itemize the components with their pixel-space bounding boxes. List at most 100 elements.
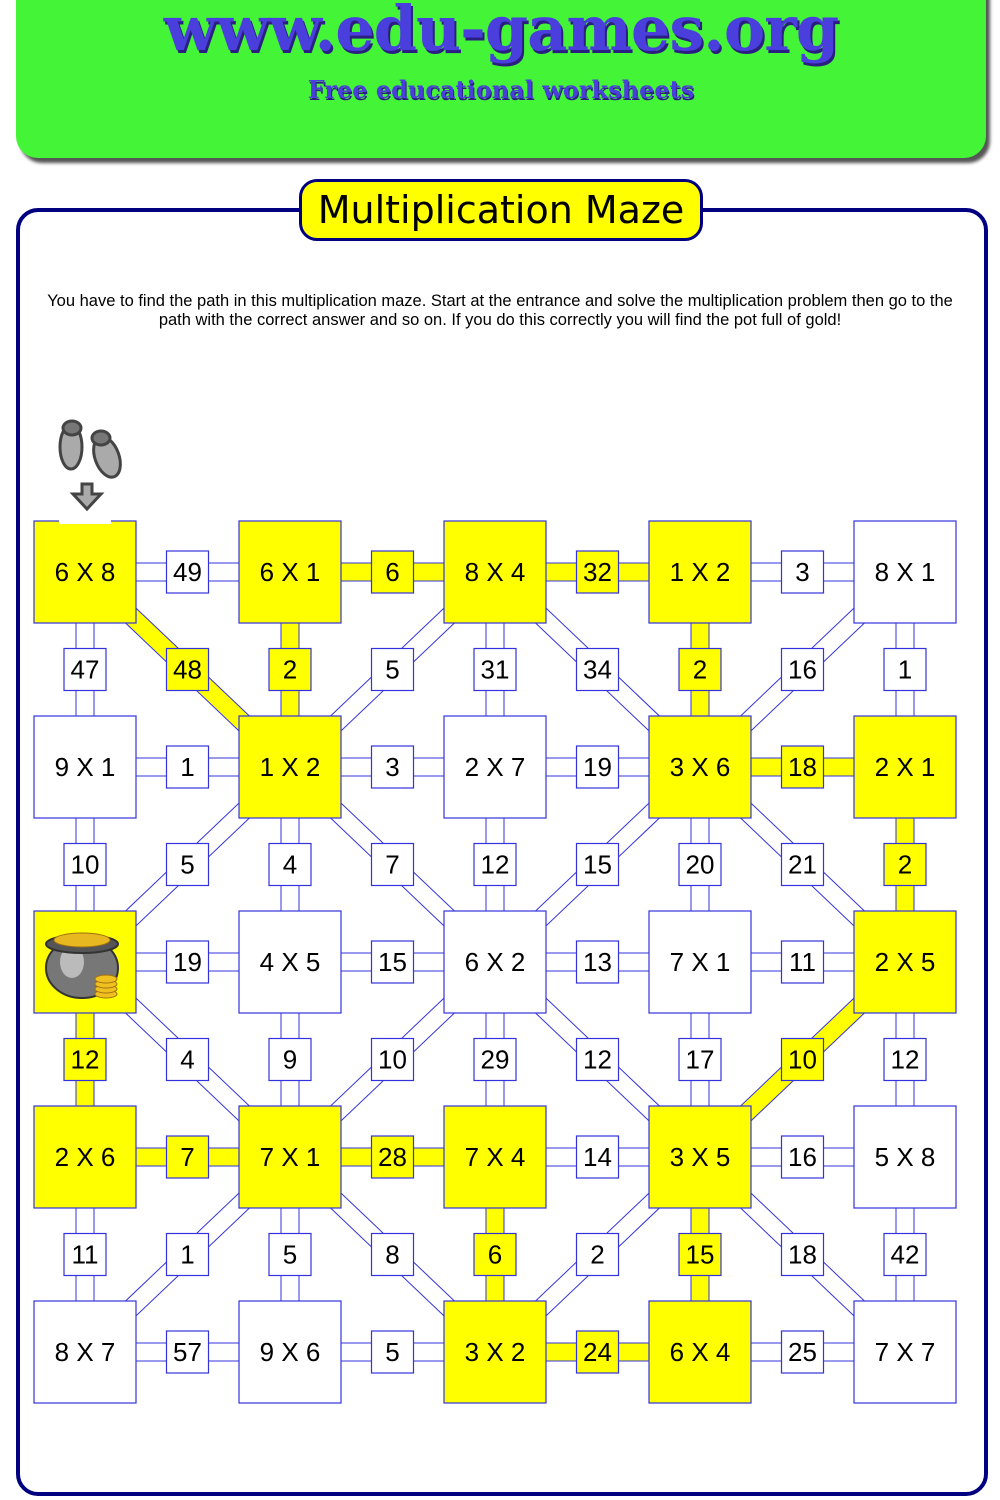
answer-box[interactable]: 5 [370,1330,415,1374]
maze-cell[interactable]: 3 X 5 [648,1105,752,1209]
maze-cell[interactable]: 9 X 1 [33,715,137,819]
answer-box[interactable]: 15 [575,842,620,887]
problem-label: 7 X 1 [670,947,731,977]
answer-label: 16 [788,1142,817,1172]
maze-cell[interactable]: 1 X 2 [648,520,752,624]
site-banner: www.edu-games.org Free educational works… [16,0,986,158]
maze-cell[interactable]: 6 X 4 [648,1300,752,1404]
answer-box[interactable]: 49 [165,550,210,594]
answer-box[interactable]: 32 [575,550,620,594]
answer-label: 8 [385,1240,399,1270]
answer-label: 3 [385,752,399,782]
answer-box[interactable]: 3 [780,550,825,594]
answer-label: 21 [788,850,817,880]
answer-box[interactable]: 9 [268,1037,312,1082]
answer-box[interactable]: 11 [63,1232,107,1277]
answer-box[interactable]: 57 [165,1330,210,1374]
maze-cell[interactable]: 7 X 1 [648,910,752,1014]
answer-box[interactable]: 1 [165,745,210,789]
maze-cell[interactable]: 8 X 4 [443,520,547,624]
answer-box[interactable]: 25 [780,1330,825,1374]
maze-cell[interactable]: 9 X 6 [238,1300,342,1404]
answer-box[interactable]: 2 [268,647,312,692]
answer-label: 7 [385,850,399,880]
answer-box[interactable]: 48 [165,647,210,692]
answer-box[interactable]: 18 [780,745,825,789]
answer-box[interactable]: 21 [780,842,825,887]
answer-box[interactable]: 19 [165,940,210,984]
answer-box[interactable]: 12 [883,1037,927,1082]
answer-box[interactable]: 7 [165,1135,210,1179]
answer-box[interactable]: 10 [780,1037,825,1082]
problem-label: 4 X 5 [260,947,321,977]
maze-cell[interactable]: 2 X 6 [33,1105,137,1209]
maze-cell[interactable]: 2 X 7 [443,715,547,819]
maze-cell[interactable]: 8 X 7 [33,1300,137,1404]
answer-box[interactable]: 28 [370,1135,415,1179]
answer-box[interactable]: 12 [575,1037,620,1082]
answer-box[interactable]: 14 [575,1135,620,1179]
answer-box[interactable]: 10 [63,842,107,887]
answer-box[interactable]: 2 [575,1232,620,1277]
maze-cell[interactable]: 7 X 7 [853,1300,957,1404]
maze-cell[interactable]: 7 X 4 [443,1105,547,1209]
maze-cell[interactable]: 3 X 2 [443,1300,547,1404]
maze-cell[interactable]: 6 X 8 [33,519,137,624]
answer-label: 12 [891,1045,920,1075]
maze-cell[interactable]: 3 X 6 [648,715,752,819]
answer-box[interactable]: 2 [883,842,927,887]
answer-label: 13 [583,947,612,977]
maze-cell[interactable] [33,910,137,1014]
maze-cell[interactable]: 5 X 8 [853,1105,957,1209]
answer-box[interactable]: 42 [883,1232,927,1277]
answer-box[interactable]: 12 [63,1037,107,1082]
answer-box[interactable]: 15 [370,940,415,984]
maze-cell[interactable]: 2 X 1 [853,715,957,819]
answer-box[interactable]: 7 [370,842,415,887]
answer-box[interactable]: 20 [678,842,722,887]
answer-box[interactable]: 24 [575,1330,620,1374]
problem-label: 2 X 7 [465,752,526,782]
answer-box[interactable]: 13 [575,940,620,984]
maze-cell[interactable]: 8 X 1 [853,520,957,624]
answer-box[interactable]: 1 [883,647,927,692]
answer-box[interactable]: 5 [370,647,415,692]
maze-cell[interactable]: 6 X 2 [443,910,547,1014]
answer-box[interactable]: 34 [575,647,620,692]
answer-box[interactable]: 17 [678,1037,722,1082]
answer-box[interactable]: 31 [473,647,517,692]
answer-label: 11 [72,1240,99,1270]
answer-box[interactable]: 10 [370,1037,415,1082]
answer-box[interactable]: 5 [165,842,210,887]
answer-box[interactable]: 1 [165,1232,210,1277]
answer-box[interactable]: 4 [165,1037,210,1082]
maze-cell[interactable]: 7 X 1 [238,1105,342,1209]
answer-box[interactable]: 4 [268,842,312,887]
answer-label: 15 [583,850,612,880]
maze-cell[interactable]: 4 X 5 [238,910,342,1014]
maze-cell[interactable]: 2 X 5 [853,910,957,1014]
answer-label: 10 [788,1045,817,1075]
answer-box[interactable]: 18 [780,1232,825,1277]
answer-box[interactable]: 19 [575,745,620,789]
answer-box[interactable]: 8 [370,1232,415,1277]
maze-cell[interactable]: 1 X 2 [238,715,342,819]
answer-box[interactable]: 6 [370,550,415,594]
problem-label: 9 X 1 [55,752,116,782]
maze-entrance [59,519,111,524]
answer-box[interactable]: 6 [473,1232,517,1277]
answer-box[interactable]: 47 [63,647,107,692]
answer-box[interactable]: 15 [678,1232,722,1277]
answer-box[interactable]: 3 [370,745,415,789]
answer-label: 25 [788,1337,817,1367]
answer-label: 15 [378,947,407,977]
answer-box[interactable]: 5 [268,1232,312,1277]
answer-box[interactable]: 2 [678,647,722,692]
answer-box[interactable]: 16 [780,647,825,692]
maze-cell[interactable]: 6 X 1 [238,520,342,624]
answer-label: 34 [583,655,612,685]
answer-box[interactable]: 12 [473,842,517,887]
answer-box[interactable]: 29 [473,1037,517,1082]
answer-box[interactable]: 11 [780,940,825,984]
answer-box[interactable]: 16 [780,1135,825,1179]
